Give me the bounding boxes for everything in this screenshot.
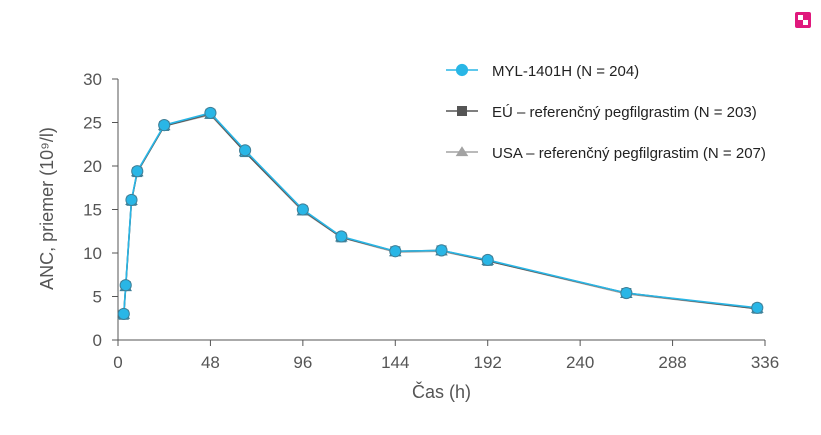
- data-point: [119, 279, 132, 292]
- x-tick-label: 192: [474, 353, 502, 372]
- data-point: [158, 119, 171, 132]
- x-tick-label: 336: [751, 353, 779, 372]
- y-tick-label: 30: [83, 70, 102, 89]
- y-tick-label: 15: [83, 201, 102, 220]
- x-axis-title: Čas (h): [412, 381, 471, 402]
- x-tick-label: 144: [381, 353, 409, 372]
- legend-marker: [457, 106, 467, 116]
- y-tick-label: 25: [83, 114, 102, 133]
- y-tick-label: 10: [83, 244, 102, 263]
- x-tick-label: 240: [566, 353, 594, 372]
- y-tick-label: 20: [83, 157, 102, 176]
- legend-item: MYL-1401H (N = 204): [446, 63, 639, 80]
- x-tick-label: 96: [293, 353, 312, 372]
- legend-item: USA – referenčný pegfilgrastim (N = 207): [446, 145, 766, 162]
- data-point: [620, 286, 633, 300]
- x-tick-label: 48: [201, 353, 220, 372]
- series-layer: [117, 106, 764, 320]
- data-point: [204, 106, 217, 120]
- series-line: [122, 112, 758, 314]
- data-point: [131, 165, 144, 178]
- data-point: [481, 253, 494, 267]
- legend-label: MYL-1401H (N = 204): [492, 63, 639, 80]
- expand-icon[interactable]: [795, 12, 811, 28]
- y-tick-label: 0: [93, 331, 102, 350]
- x-tick-label: 0: [113, 353, 122, 372]
- legend-label: USA – referenčný pegfilgrastim (N = 207): [492, 145, 766, 162]
- data-point: [239, 144, 252, 157]
- series-triangle: [117, 108, 764, 319]
- series-square: [118, 108, 763, 320]
- y-tick-label: 5: [93, 288, 102, 307]
- legend-marker: [455, 63, 469, 77]
- data-point: [296, 203, 309, 216]
- data-point: [335, 230, 348, 243]
- axes: 0 5 10 15 20 25 30 0 48 96 144 192 240 288 336: [83, 70, 779, 372]
- data-point: [389, 245, 402, 258]
- data-point: [751, 301, 764, 314]
- x-tick-label: 288: [658, 353, 686, 372]
- legend-item: EÚ – referenčný pegfilgrastim (N = 203): [446, 104, 757, 121]
- y-axis-title: ANC, priemer (10⁹/l): [37, 127, 57, 290]
- data-point: [125, 193, 138, 207]
- legend-label: EÚ – referenčný pegfilgrastim (N = 203): [492, 104, 757, 121]
- legend-marker: [455, 146, 469, 157]
- series-circle: [117, 106, 764, 320]
- data-point: [117, 307, 130, 320]
- series-line: [122, 112, 758, 315]
- data-point: [435, 244, 448, 257]
- legend: MYL-1401H (N = 204) EÚ – referenčný pegfi…: [446, 63, 766, 162]
